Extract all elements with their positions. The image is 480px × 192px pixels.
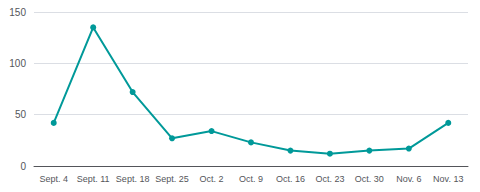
svg-text:150: 150	[9, 7, 26, 18]
svg-text:Oct. 2: Oct. 2	[200, 174, 224, 184]
svg-text:Sept. 4: Sept. 4	[39, 174, 68, 184]
svg-text:Sept. 11: Sept. 11	[77, 174, 110, 184]
svg-text:0: 0	[20, 161, 26, 172]
svg-text:Sept. 25: Sept. 25	[155, 174, 189, 184]
svg-text:100: 100	[9, 58, 26, 69]
svg-text:Oct. 16: Oct. 16	[276, 174, 305, 184]
svg-text:50: 50	[15, 109, 27, 120]
svg-text:Sept. 18: Sept. 18	[116, 174, 150, 184]
svg-text:Nov. 13: Nov. 13	[433, 174, 463, 184]
svg-text:Oct. 23: Oct. 23	[315, 174, 344, 184]
svg-text:Oct. 30: Oct. 30	[355, 174, 384, 184]
svg-text:Nov. 6: Nov. 6	[396, 174, 421, 184]
svg-text:Oct. 9: Oct. 9	[239, 174, 263, 184]
